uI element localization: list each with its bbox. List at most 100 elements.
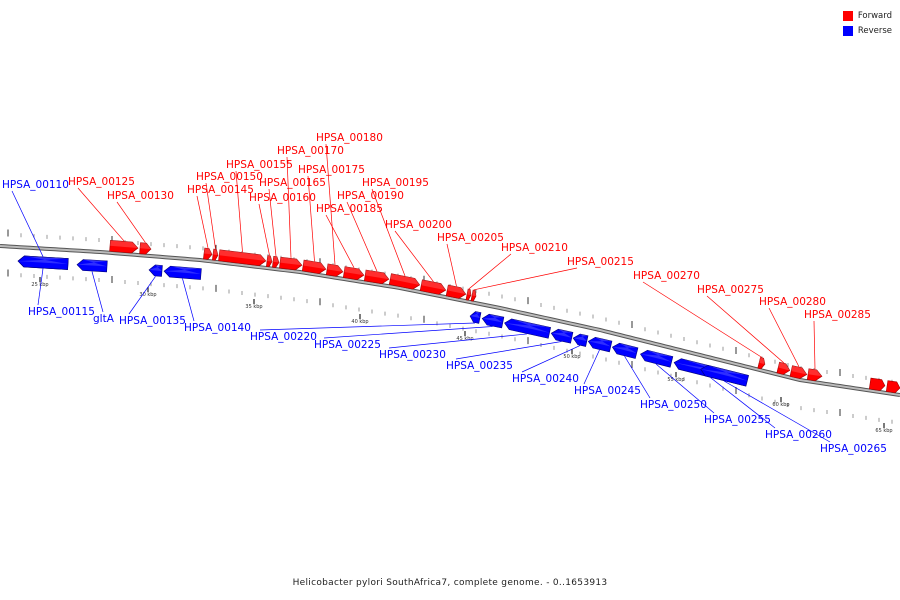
gene-arrow-hpsa-00210[interactable] bbox=[465, 288, 472, 301]
gene-label-hpsa-00170[interactable]: HPSA_00170 bbox=[277, 145, 344, 157]
gene-arrow-hpsa-00215[interactable] bbox=[470, 289, 477, 302]
gene-arrow-hpsa-00130[interactable] bbox=[139, 242, 152, 255]
gene-label-hpsa-00200[interactable]: HPSA_00200 bbox=[385, 219, 452, 231]
gene-label-hpsa-00195[interactable]: HPSA_00195 bbox=[362, 177, 429, 189]
gene-arrow-hpsa-00240[interactable] bbox=[572, 333, 589, 347]
gene-label-hpsa-00215[interactable]: HPSA_00215 bbox=[567, 256, 634, 268]
gene-label-hpsa-00205[interactable]: HPSA_00205 bbox=[437, 232, 504, 244]
gene-label-hpsa-00260[interactable]: HPSA_00260 bbox=[765, 429, 832, 441]
gene-arrow-hpsa-00180[interactable] bbox=[325, 263, 344, 277]
gene-label-hpsa-00250[interactable]: HPSA_00250 bbox=[640, 399, 707, 411]
gene-arrow-hpsa-00230[interactable] bbox=[503, 318, 552, 339]
gene-label-hpsa-00210[interactable]: HPSA_00210 bbox=[501, 242, 568, 254]
gene-label-hpsa-00190[interactable]: HPSA_00190 bbox=[337, 190, 404, 202]
gene-arrow-hpsa-00175[interactable] bbox=[301, 259, 327, 274]
gene-label-hpsa-00155[interactable]: HPSA_00155 bbox=[226, 159, 293, 171]
gene-label-hpsa-00225[interactable]: HPSA_00225 bbox=[314, 339, 381, 351]
gene-highlight bbox=[640, 350, 673, 362]
gene-leader-line bbox=[723, 380, 831, 443]
gene-leader-line bbox=[325, 214, 355, 268]
scale-label: 40 kbp bbox=[351, 319, 368, 325]
gene-label-hpsa-00235[interactable]: HPSA_00235 bbox=[446, 360, 513, 372]
gene-label-hpsa-00160[interactable]: HPSA_00160 bbox=[249, 192, 316, 204]
gene-arrow-hpsa-00250[interactable] bbox=[611, 342, 639, 359]
gene-label-hpsa-00265[interactable]: HPSA_00265 bbox=[820, 443, 887, 455]
gene-label-hpsa-00175[interactable]: HPSA_00175 bbox=[298, 164, 365, 176]
gene-arrow-hpsa-00220[interactable] bbox=[469, 311, 482, 324]
gene-shape bbox=[806, 368, 823, 382]
gene-label-hpsa-00115[interactable]: HPSA_00115 bbox=[28, 306, 95, 318]
gene-arrow-hpsa-00140[interactable] bbox=[163, 265, 202, 280]
gene-arrow-hpsa-00280[interactable] bbox=[789, 365, 808, 380]
scale-label: 60 kbp bbox=[772, 402, 789, 408]
gene-label-hpsa-00270[interactable]: HPSA_00270 bbox=[633, 270, 700, 282]
gene-arrow-hpsa-00160[interactable] bbox=[266, 255, 273, 268]
gene-highlight bbox=[470, 311, 481, 318]
gene-label-hpsa-00130[interactable]: HPSA_00130 bbox=[107, 190, 174, 202]
gene-shape bbox=[885, 380, 900, 394]
gene-arrow-hpsa-00195[interactable] bbox=[388, 273, 421, 291]
gene-arrow-hpsa-00125[interactable] bbox=[109, 239, 139, 254]
gene-label-hpsa-00150[interactable]: HPSA_00150 bbox=[196, 171, 263, 183]
gene-arrow-hpsa-00165[interactable] bbox=[272, 255, 280, 268]
gene-label-hpsa-00140[interactable]: HPSA_00140 bbox=[184, 322, 251, 334]
gene-label-hpsa-00255[interactable]: HPSA_00255 bbox=[704, 414, 771, 426]
gene-leader-line bbox=[655, 363, 715, 414]
gene-arrow-hpsa-00255[interactable] bbox=[639, 349, 674, 368]
scale-label: 65 kbp bbox=[875, 428, 892, 434]
gene-label-hpsa-00110[interactable]: HPSA_00110 bbox=[2, 179, 69, 191]
gene-arrow-hpsa-00245[interactable] bbox=[587, 336, 613, 353]
gene-label-hpsa-00280[interactable]: HPSA_00280 bbox=[759, 296, 826, 308]
gene-highlight bbox=[280, 257, 302, 266]
gene-leader-line bbox=[446, 243, 457, 287]
gene-label-hpsa-00145[interactable]: HPSA_00145 bbox=[187, 184, 254, 196]
forward-swatch bbox=[842, 10, 853, 21]
gene-shape bbox=[109, 239, 139, 254]
gene-label-hpsa-00230[interactable]: HPSA_00230 bbox=[379, 349, 446, 361]
gene-label-hpsa-00245[interactable]: HPSA_00245 bbox=[574, 385, 641, 397]
gene-shape bbox=[757, 357, 766, 370]
gene-label-hpsa-00135[interactable]: HPSA_00135 bbox=[119, 315, 186, 327]
gene-shape bbox=[789, 365, 808, 379]
gene-arrow-edge[interactable] bbox=[868, 377, 886, 391]
gene-label-hpsa-00165[interactable]: HPSA_00165 bbox=[259, 177, 326, 189]
gene-label-hpsa-00180[interactable]: HPSA_00180 bbox=[316, 132, 383, 144]
gene-shape bbox=[76, 259, 108, 273]
reverse-swatch bbox=[842, 25, 853, 36]
gene-label-hpsa-00125[interactable]: HPSA_00125 bbox=[68, 176, 135, 188]
gene-arrow-hpsa-00155[interactable] bbox=[218, 249, 267, 267]
gene-label-hpsa-00240[interactable]: HPSA_00240 bbox=[512, 373, 579, 385]
gene-label-hpsa-00275[interactable]: HPSA_00275 bbox=[697, 284, 764, 296]
gene-leader-line bbox=[706, 295, 785, 364]
gene-arrow-hpsa-00190[interactable] bbox=[363, 269, 390, 285]
gene-arrow-edge[interactable] bbox=[885, 380, 900, 394]
gene-label-hpsa-00285[interactable]: HPSA_00285 bbox=[804, 309, 871, 321]
gene-arrow-hpsa-00185[interactable] bbox=[342, 266, 365, 281]
gene-arrow-hpsa-00225[interactable] bbox=[481, 313, 505, 329]
gene-arrow-hpsa-00145[interactable] bbox=[203, 247, 213, 260]
gene-label-hpsa-00185[interactable]: HPSA_00185 bbox=[316, 203, 383, 215]
gene-shape bbox=[640, 349, 674, 368]
gene-shape bbox=[550, 328, 574, 344]
gene-highlight bbox=[421, 279, 446, 291]
gene-arrow-hpsa-00150[interactable] bbox=[212, 248, 219, 261]
gene-arrow-glta[interactable] bbox=[76, 259, 108, 273]
gene-label-glta[interactable]: gltA bbox=[93, 313, 115, 325]
gene-arrow-hpsa-00265[interactable] bbox=[699, 364, 749, 387]
gene-shape bbox=[212, 248, 219, 261]
gene-label-hpsa-00220[interactable]: HPSA_00220 bbox=[250, 331, 317, 343]
gene-arrow-hpsa-00285[interactable] bbox=[806, 368, 823, 382]
gene-arrow-hpsa-00135[interactable] bbox=[148, 264, 163, 277]
gene-arrow-hpsa-00200[interactable] bbox=[419, 279, 447, 296]
gene-shape bbox=[17, 255, 69, 270]
gene-arrow-hpsa-00115[interactable] bbox=[17, 255, 69, 270]
gene-leader-line bbox=[286, 156, 292, 258]
gene-arrow-hpsa-00205[interactable] bbox=[445, 284, 467, 300]
gene-arrow-hpsa-00275[interactable] bbox=[776, 361, 791, 376]
gene-leader-line bbox=[259, 322, 476, 331]
gene-shape bbox=[700, 364, 749, 387]
gene-arrow-hpsa-00235[interactable] bbox=[550, 328, 574, 344]
gene-arrow-hpsa-00270[interactable] bbox=[757, 357, 766, 370]
gene-arrow-hpsa-00170[interactable] bbox=[279, 256, 303, 271]
